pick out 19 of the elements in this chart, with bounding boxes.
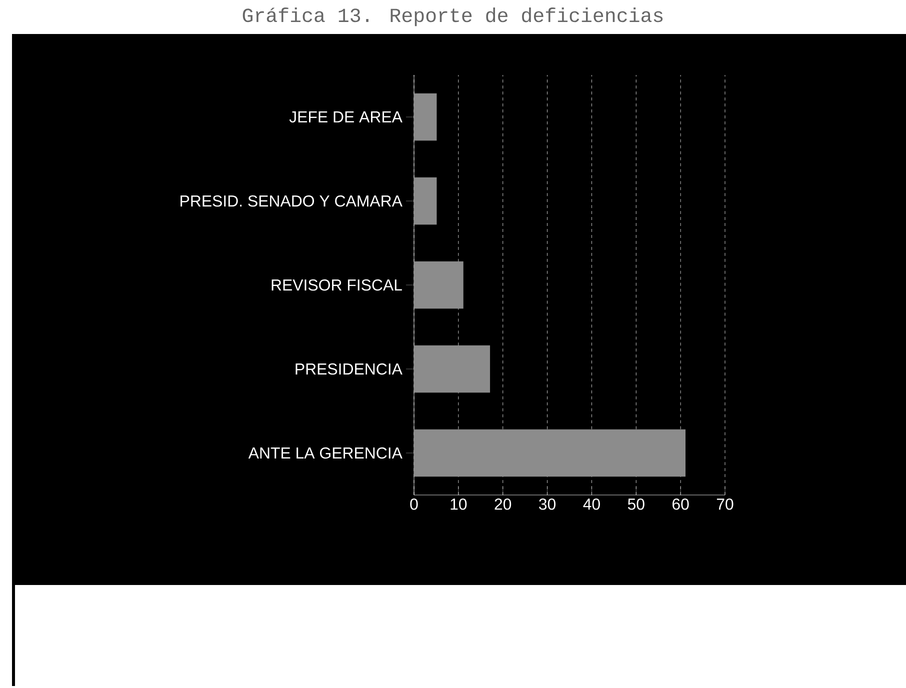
x-tick-label: 20 — [494, 498, 512, 510]
y-tick-label: PRESID. SENADO Y CAMARA — [180, 196, 402, 207]
x-tick-label: 60 — [672, 498, 689, 510]
bar — [414, 346, 490, 393]
bar — [414, 178, 437, 225]
x-tick-label: 70 — [716, 498, 734, 510]
x-tick-label: 10 — [450, 498, 467, 510]
x-tick-label: 50 — [628, 498, 644, 510]
y-tick-label: PRESIDENCIA — [296, 364, 402, 375]
bar — [414, 94, 437, 141]
y-tick-label: REVISOR FISCAL — [272, 280, 402, 291]
y-tick-label: JEFE DE AREA — [289, 112, 402, 123]
chart-title: Gráfica 13. Reporte de deficiencias — [242, 8, 663, 26]
x-tick-label: 0 — [410, 498, 418, 510]
bar — [414, 262, 464, 309]
x-tick-label: 30 — [539, 498, 556, 510]
y-tick-label: ANTE LA GERENCIA — [248, 448, 402, 459]
x-tick-label: 40 — [583, 498, 600, 510]
bar — [414, 430, 686, 477]
